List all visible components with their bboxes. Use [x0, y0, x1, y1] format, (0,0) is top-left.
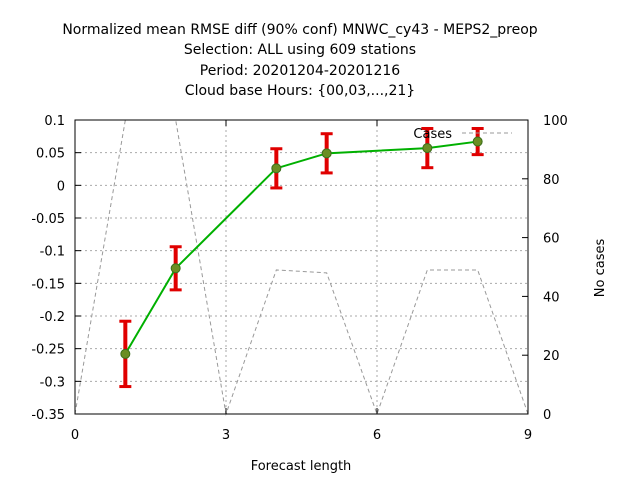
legend: Cases	[413, 127, 512, 142]
y-tick-label: -0.15	[31, 277, 65, 292]
cases-line	[74, 119, 529, 416]
y-tick-label: -0.1	[40, 245, 65, 260]
y-tick-label: -0.2	[40, 310, 65, 325]
y-tick-label: -0.3	[40, 375, 65, 390]
chart-title-line-3: Period: 20201204-20201216	[200, 63, 400, 79]
ticks: 0 3 6 9 0.1 0.05 0 -0.05 -0.1 -0.15 -0.2 -0.25 -0.3 -…	[31, 114, 567, 443]
y2-tick-label: 100	[543, 114, 568, 129]
x-tick-label: 0	[71, 428, 79, 443]
grid	[75, 120, 528, 414]
y2-tick-label: 20	[543, 349, 560, 364]
y2-tick-label: 80	[543, 173, 560, 188]
data-point	[120, 348, 131, 359]
chart-title-line-4: Cloud base Hours: {00,03,...,21}	[185, 83, 415, 99]
x-tick-label: 3	[222, 428, 230, 443]
data-point	[472, 136, 483, 147]
y-tick-label: 0.05	[36, 147, 65, 162]
legend-label-cases: Cases	[413, 127, 452, 142]
x-axis-title: Forecast length	[251, 459, 352, 474]
y-tick-label: 0.1	[44, 114, 65, 129]
chart-title-line-1: Normalized mean RMSE diff (90% conf) MNW…	[62, 22, 537, 38]
y2-axis-title: No cases	[593, 239, 608, 298]
data-point	[271, 163, 282, 174]
data-point	[170, 263, 181, 274]
plot-frame	[74, 119, 529, 415]
y2-tick-label: 0	[543, 408, 551, 423]
x-tick-label: 9	[524, 428, 532, 443]
y2-tick-label: 40	[543, 290, 560, 305]
data-point	[321, 148, 332, 159]
y-tick-label: -0.35	[31, 408, 65, 423]
x-tick-label: 6	[373, 428, 381, 443]
y-tick-label: -0.05	[31, 212, 65, 227]
y-tick-label: -0.25	[31, 343, 65, 358]
y2-tick-label: 60	[543, 232, 560, 247]
chart-title-line-2: Selection: ALL using 609 stations	[184, 42, 416, 58]
main-layer	[119, 126, 484, 389]
data-point	[422, 143, 433, 154]
y-tick-label: 0	[57, 179, 65, 194]
cases-layer	[74, 119, 529, 416]
rmse-line	[124, 140, 478, 355]
